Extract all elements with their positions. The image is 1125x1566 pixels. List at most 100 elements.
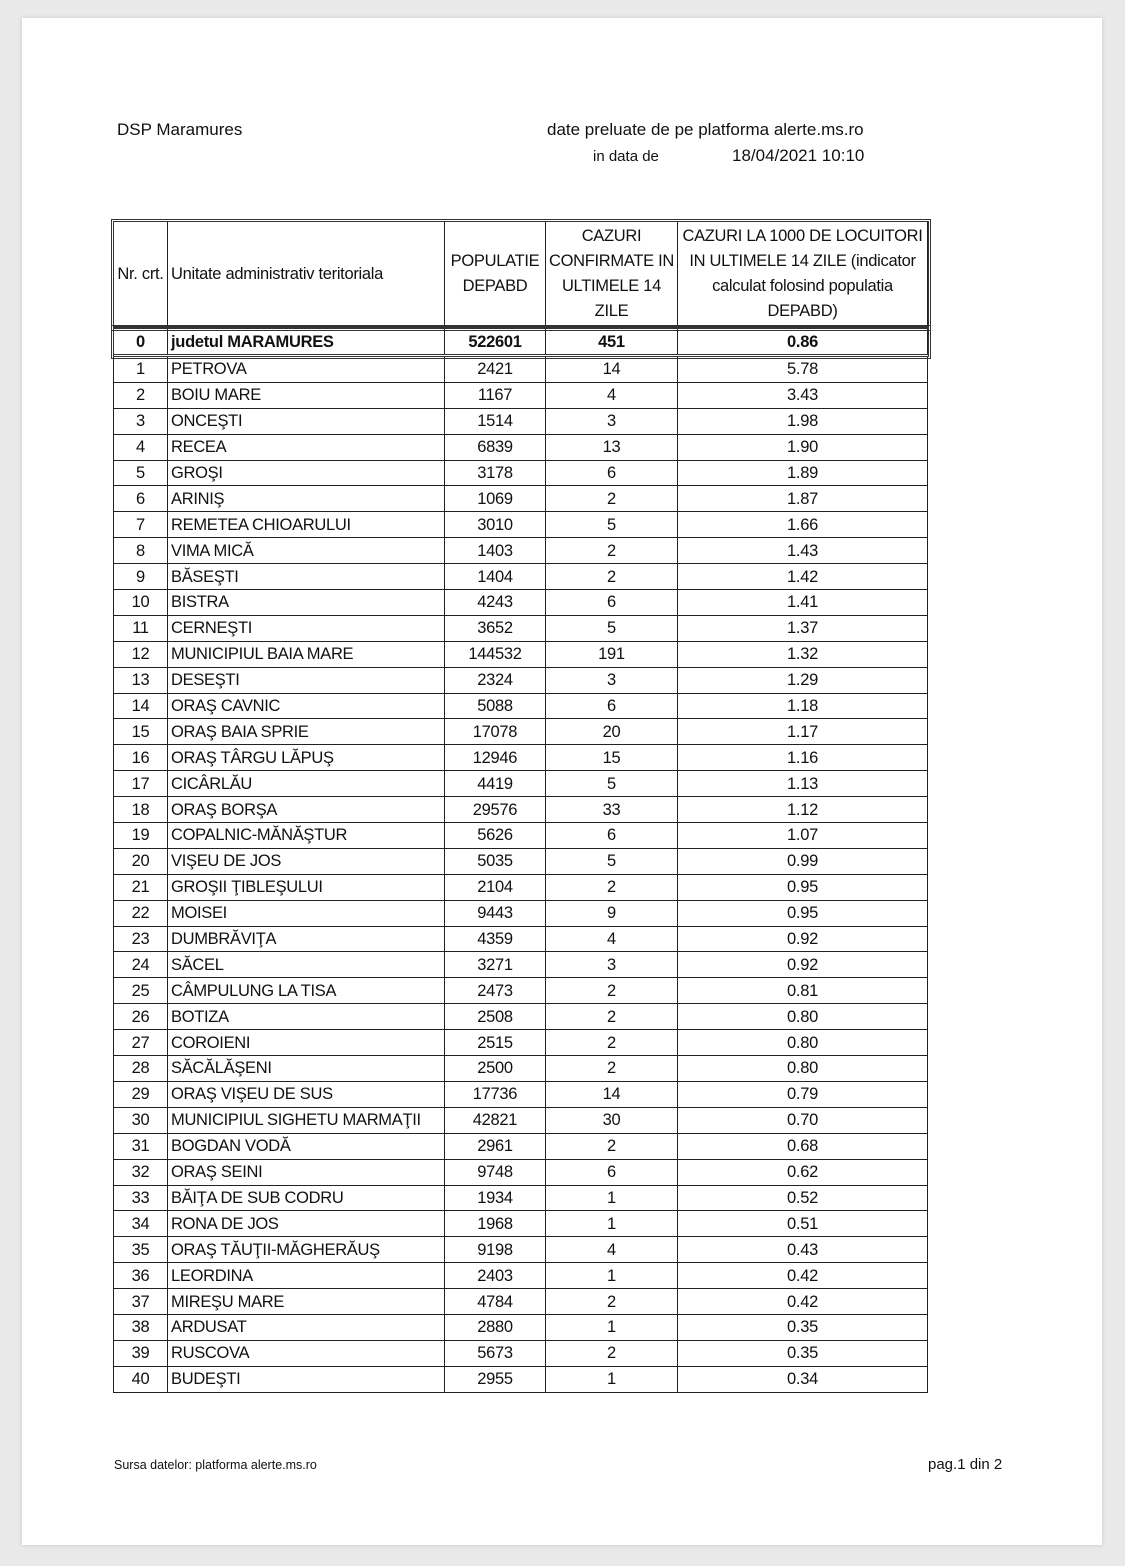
cell-population: 17078 [444,718,546,746]
cell-unit: SĂCĂLĂŞENI [167,1055,445,1082]
cell-unit: MUNICIPIUL BAIA MARE [167,640,445,668]
cell-nr: 27 [113,1029,168,1057]
table-row: 23 DUMBRĂVIŢA 4359 4 0.92 [113,925,928,953]
cell-population: 1934 [444,1184,546,1212]
table-row: 26 BOTIZA 2508 2 0.80 [113,1003,928,1031]
cell-nr: 18 [113,796,168,824]
cell-rate: 0.92 [677,951,928,979]
cell-cases: 2 [545,1003,678,1031]
cell-cases: 13 [545,433,678,461]
table-row: 14 ORAŞ CAVNIC 5088 6 1.18 [113,692,928,720]
cell-cases: 6 [545,459,678,487]
cell-cases: 3 [545,407,678,435]
cell-rate: 0.95 [677,899,928,927]
cell-rate: 1.98 [677,407,928,435]
cell-cases: 1 [545,1262,678,1290]
cell-population: 1069 [444,485,546,513]
cell-cases: 5 [545,770,678,798]
cell-cases: 3 [545,666,678,694]
cell-population: 2515 [444,1029,546,1057]
col-header-nr: Nr. crt. [113,221,168,328]
cell-unit: LEORDINA [167,1262,445,1290]
cell-unit: ONCEŞTI [167,407,445,435]
cell-population: 144532 [444,640,546,668]
cell-rate: 0.68 [677,1132,928,1160]
cell-rate: 1.66 [677,511,928,539]
cell-cases: 6 [545,1158,678,1186]
cell-rate: 0.62 [677,1158,928,1186]
cell-nr: 9 [113,563,168,591]
cell-nr: 4 [113,433,168,461]
cell-unit: GROŞII ŢIBLEŞULUI [167,873,445,901]
cell-rate: 0.86 [677,326,928,357]
table-row: 13 DESEŞTI 2324 3 1.29 [113,666,928,694]
table-row: 31 BOGDAN VODĂ 2961 2 0.68 [113,1132,928,1160]
cell-cases: 6 [545,692,678,720]
cell-unit: VIŞEU DE JOS [167,847,445,875]
cell-nr: 13 [113,666,168,694]
table-row: 12 MUNICIPIUL BAIA MARE 144532 191 1.32 [113,640,928,668]
cell-population: 2508 [444,1003,546,1031]
cell-cases: 1 [545,1210,678,1238]
cell-unit: ORAŞ TÂRGU LĂPUŞ [167,744,445,772]
cell-cases: 1 [545,1313,678,1341]
cell-population: 17736 [444,1080,546,1108]
table-row: 27 COROIENI 2515 2 0.80 [113,1029,928,1057]
cell-cases: 1 [545,1184,678,1212]
cell-population: 9198 [444,1236,546,1264]
cell-population: 9748 [444,1158,546,1186]
cell-population: 6839 [444,433,546,461]
table-row: 11 CERNEŞTI 3652 5 1.37 [113,614,928,642]
cell-rate: 0.52 [677,1184,928,1212]
cell-unit: ORAŞ CAVNIC [167,692,445,720]
table-row: 35 ORAŞ TĂUŢII-MĂGHERĂUŞ 9198 4 0.43 [113,1236,928,1264]
col-header-rate: CAZURI LA 1000 DE LOCUITORI IN ULTIMELE … [677,221,928,328]
cell-rate: 0.42 [677,1288,928,1315]
cell-rate: 0.92 [677,925,928,953]
table-row: 28 SĂCĂLĂŞENI 2500 2 0.80 [113,1055,928,1082]
table-row: 38 ARDUSAT 2880 1 0.35 [113,1313,928,1341]
cell-population: 2104 [444,873,546,901]
cell-population: 4784 [444,1288,546,1315]
cell-cases: 5 [545,847,678,875]
cell-population: 9443 [444,899,546,927]
cell-rate: 1.16 [677,744,928,772]
table-row: 7 REMETEA CHIOARULUI 3010 5 1.66 [113,511,928,539]
cell-unit: BOIU MARE [167,381,445,409]
cell-cases: 2 [545,873,678,901]
document-page: DSP Maramures date preluate de pe platfo… [22,18,1102,1545]
cell-cases: 2 [545,1132,678,1160]
cell-rate: 0.81 [677,977,928,1005]
cell-unit: BOTIZA [167,1003,445,1031]
org-name: DSP Maramures [117,120,243,139]
cell-unit: RONA DE JOS [167,1210,445,1238]
cell-rate: 1.41 [677,589,928,616]
cell-cases: 2 [545,563,678,591]
cell-nr: 26 [113,1003,168,1031]
cell-nr: 8 [113,537,168,565]
cell-rate: 1.87 [677,485,928,513]
table-row: 24 SĂCEL 3271 3 0.92 [113,951,928,979]
cell-nr: 2 [113,381,168,409]
cell-unit: MUNICIPIUL SIGHETU MARMAŢII [167,1106,445,1134]
cell-cases: 2 [545,1339,678,1367]
cell-rate: 3.43 [677,381,928,409]
total-row: 0 judetul MARAMURES 522601 451 0.86 [110,324,931,359]
table-row: 40 BUDEŞTI 2955 1 0.34 [113,1365,928,1393]
cell-unit: ARDUSAT [167,1313,445,1341]
cell-rate: 1.17 [677,718,928,746]
cell-cases: 2 [545,537,678,565]
cell-rate: 0.34 [677,1365,928,1393]
cell-nr: 3 [113,407,168,435]
cell-nr: 33 [113,1184,168,1212]
cell-rate: 0.80 [677,1055,928,1082]
cell-population: 3271 [444,951,546,979]
cell-cases: 14 [545,1080,678,1108]
cell-nr: 39 [113,1339,168,1367]
cell-rate: 0.35 [677,1339,928,1367]
cell-nr: 12 [113,640,168,668]
cell-rate: 0.35 [677,1313,928,1341]
cell-unit: GROŞI [167,459,445,487]
table-row: 19 COPALNIC-MĂNĂŞTUR 5626 6 1.07 [113,822,928,849]
cell-population: 1404 [444,563,546,591]
